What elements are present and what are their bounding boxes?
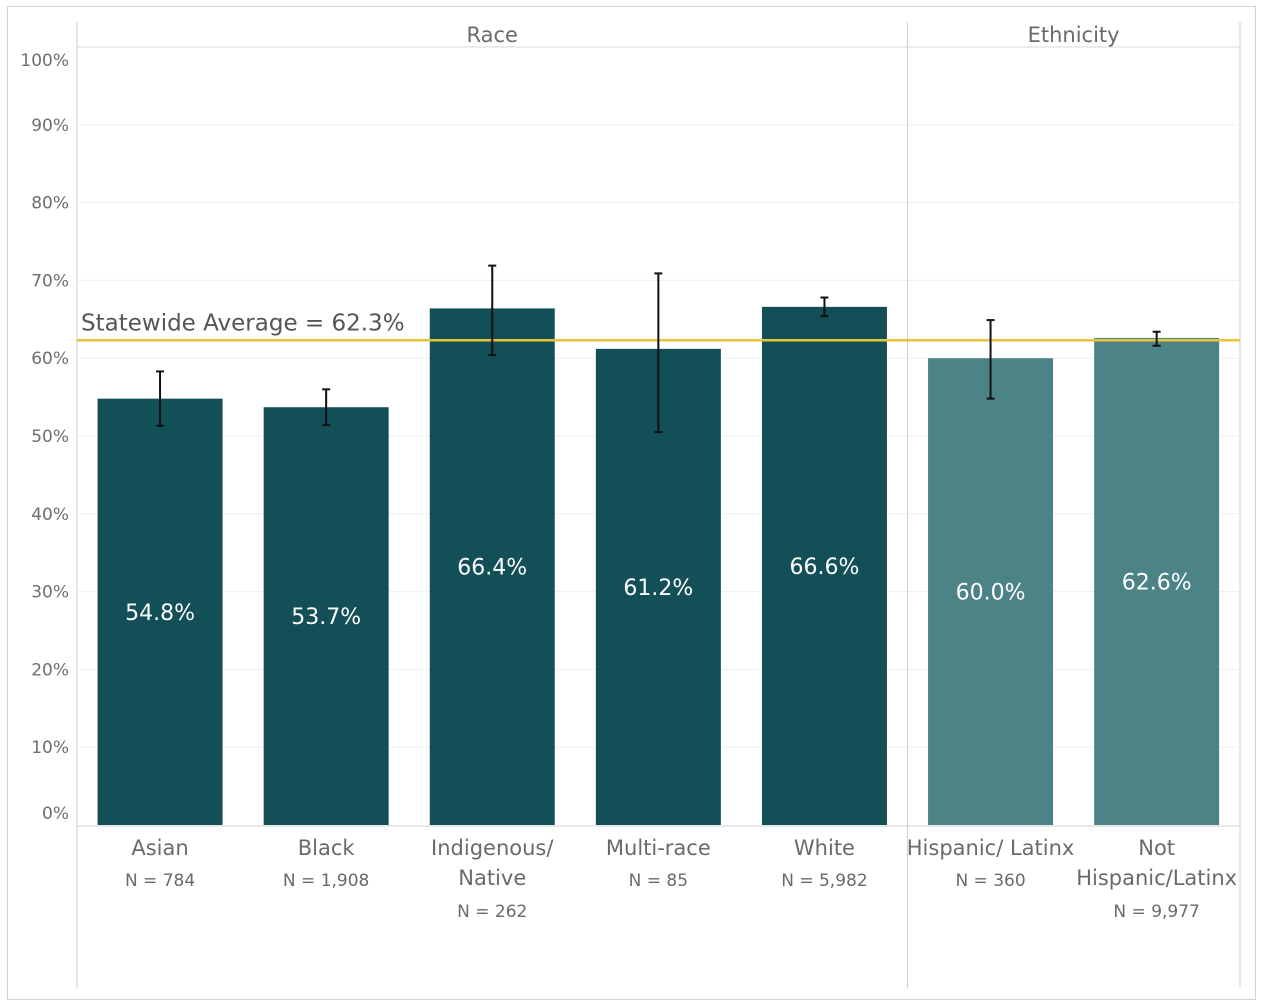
y-tick-label: 70% <box>31 271 69 291</box>
x-tick-label: Hispanic/ Latinx <box>907 836 1075 860</box>
y-tick-label: 50% <box>31 427 69 447</box>
x-tick-label: Multi-race <box>606 836 711 860</box>
x-tick-label: Not <box>1138 836 1175 860</box>
x-tick-label: Black <box>298 836 356 860</box>
n-count-label: N = 784 <box>125 871 195 891</box>
bar <box>97 398 223 825</box>
group-header-ethnicity: Ethnicity <box>1028 23 1120 47</box>
bar <box>429 308 555 826</box>
n-count-label: N = 1,908 <box>283 871 369 891</box>
group-header-race: Race <box>467 23 518 47</box>
data-label: 66.6% <box>790 555 860 580</box>
chart-frame <box>7 6 1256 1000</box>
n-count-label: N = 360 <box>955 871 1025 891</box>
n-count-label: N = 85 <box>629 871 688 891</box>
bar <box>1094 337 1220 825</box>
bar <box>928 358 1054 825</box>
y-tick-label: 90% <box>31 116 69 136</box>
bar <box>263 407 389 825</box>
x-tick-label: Hispanic/Latinx <box>1076 866 1237 890</box>
data-label: 60.0% <box>956 581 1026 606</box>
x-tick-label: Asian <box>131 836 188 860</box>
data-label: 54.8% <box>125 601 195 626</box>
n-count-label: N = 9,977 <box>1113 902 1199 922</box>
data-label: 53.7% <box>291 605 361 630</box>
y-tick-label: 10% <box>31 738 69 758</box>
bar <box>761 306 887 825</box>
y-tick-label: 20% <box>31 660 69 680</box>
n-count-label: N = 262 <box>457 902 527 922</box>
y-tick-label: 40% <box>31 505 69 525</box>
y-tick-label: 30% <box>31 583 69 603</box>
statewide-average-label: Statewide Average = 62.3% <box>81 310 405 336</box>
data-label: 66.4% <box>457 556 527 581</box>
data-label: 62.6% <box>1122 570 1192 595</box>
data-label: 61.2% <box>623 576 693 601</box>
y-tick-label: 80% <box>31 194 69 214</box>
y-tick-label: 100% <box>20 51 69 71</box>
n-count-label: N = 5,982 <box>781 871 867 891</box>
x-tick-label: Indigenous/ <box>431 836 554 860</box>
y-tick-label: 60% <box>31 349 69 369</box>
x-tick-label: Native <box>458 866 526 890</box>
y-tick-label: 0% <box>42 804 69 824</box>
x-tick-label: White <box>794 836 855 860</box>
